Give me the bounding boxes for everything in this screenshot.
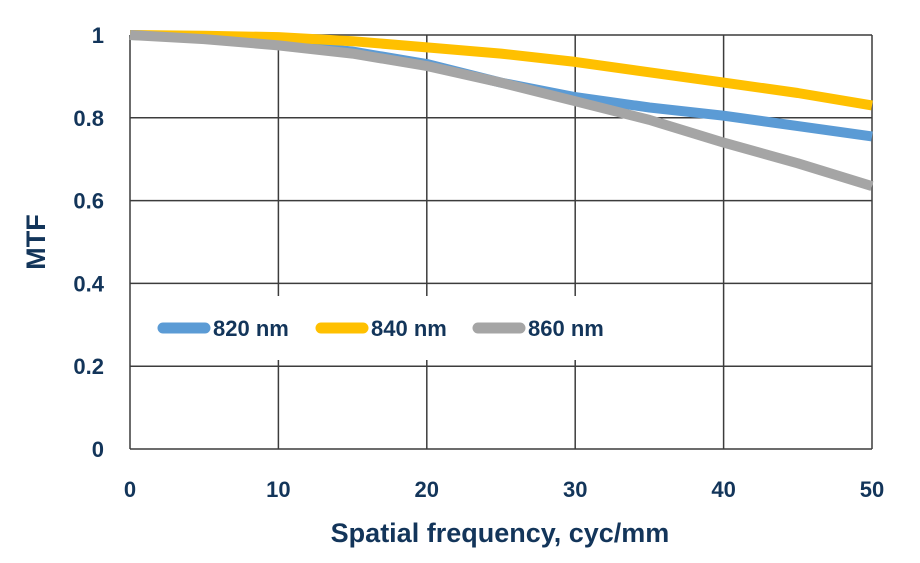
- legend-label-820-nm: 820 nm: [213, 316, 289, 341]
- y-tick-label: 0: [92, 437, 104, 462]
- x-tick-label: 50: [860, 477, 884, 502]
- series-lines: [129, 30, 874, 191]
- x-axis-title: Spatial frequency, cyc/mm: [331, 518, 670, 548]
- y-axis-title: MTF: [21, 214, 51, 269]
- tick-labels: 0 10 20 30 40 50 0 0.2 0.4 0.6 0.8 1: [73, 23, 884, 502]
- legend-background: [148, 296, 636, 360]
- x-tick-label: 20: [415, 477, 439, 502]
- x-tick-label: 0: [124, 477, 136, 502]
- series-line-860-nm: [129, 30, 874, 191]
- legend-label-860-nm: 860 nm: [528, 316, 604, 341]
- y-tick-label: 0.4: [73, 271, 104, 296]
- y-tick-label: 0.6: [73, 189, 104, 214]
- y-tick-label: 0.2: [73, 354, 104, 379]
- y-tick-label: 1: [92, 23, 104, 48]
- grid: [129, 34, 873, 450]
- x-tick-label: 40: [711, 477, 735, 502]
- series-line-840-nm: [129, 30, 873, 111]
- x-tick-label: 30: [563, 477, 587, 502]
- y-tick-label: 0.8: [73, 106, 104, 131]
- legend-label-840-nm: 840 nm: [371, 316, 447, 341]
- legend: 820 nm 840 nm 860 nm: [148, 296, 636, 360]
- x-tick-label: 10: [266, 477, 290, 502]
